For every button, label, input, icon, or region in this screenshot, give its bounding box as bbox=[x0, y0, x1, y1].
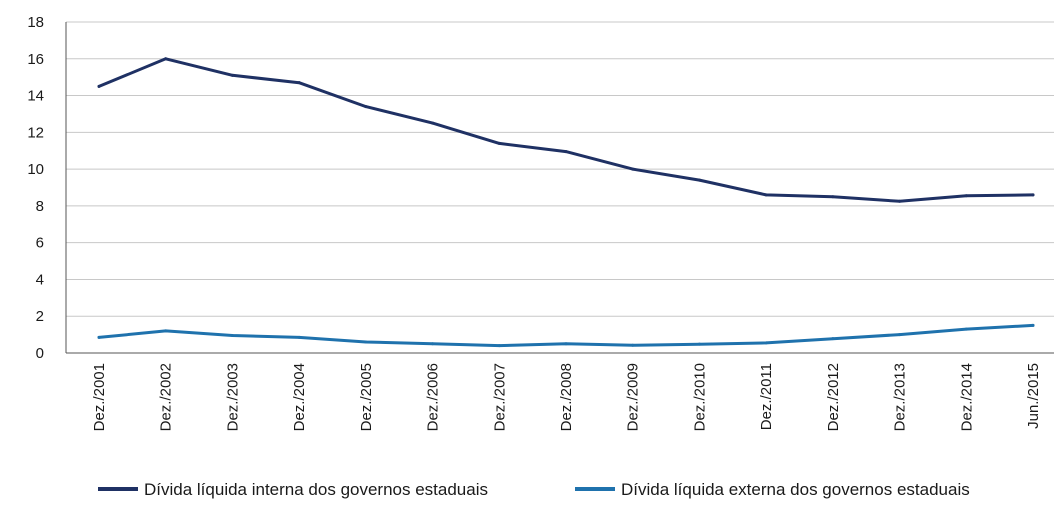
data-point bbox=[431, 121, 435, 125]
data-point bbox=[697, 342, 701, 346]
x-tick-label: Dez./2001 bbox=[91, 363, 108, 431]
data-point bbox=[564, 150, 568, 154]
data-point bbox=[497, 344, 501, 348]
data-point bbox=[164, 57, 168, 61]
gridlines bbox=[66, 21, 1054, 317]
data-point bbox=[164, 329, 168, 333]
x-tick-label: Dez./2014 bbox=[958, 363, 975, 431]
data-point bbox=[898, 199, 902, 203]
data-point bbox=[831, 337, 835, 341]
x-tick-label: Dez./2012 bbox=[825, 363, 842, 431]
data-point bbox=[97, 335, 101, 339]
y-tick-label: 18 bbox=[27, 14, 44, 31]
data-point bbox=[1031, 323, 1035, 327]
data-point bbox=[297, 81, 301, 85]
x-tick-label: Dez./2008 bbox=[558, 363, 575, 431]
y-tick-label: 0 bbox=[36, 345, 44, 362]
x-tick-label: Dez./2004 bbox=[291, 363, 308, 431]
x-tick-label: Dez./2006 bbox=[425, 363, 442, 431]
x-tick-label: Dez./2002 bbox=[158, 363, 175, 431]
data-point bbox=[631, 343, 635, 347]
data-point bbox=[631, 167, 635, 171]
x-tick-label: Dez./2005 bbox=[358, 363, 375, 431]
y-tick-label: 6 bbox=[36, 235, 44, 252]
x-tick-label: Dez./2013 bbox=[892, 363, 909, 431]
y-tick-label: 8 bbox=[36, 198, 44, 215]
legend: Dívida líquida interna dos governos esta… bbox=[98, 480, 970, 499]
y-tick-label: 10 bbox=[27, 161, 44, 178]
y-tick-label: 4 bbox=[36, 271, 44, 288]
series-line-1 bbox=[97, 57, 1035, 203]
y-tick-label: 14 bbox=[27, 88, 44, 105]
data-point bbox=[1031, 193, 1035, 197]
data-point bbox=[97, 84, 101, 88]
data-point bbox=[764, 341, 768, 345]
axes bbox=[65, 22, 1054, 354]
data-point bbox=[364, 105, 368, 109]
y-tick-label: 2 bbox=[36, 308, 44, 325]
data-point bbox=[230, 334, 234, 338]
data-point bbox=[898, 333, 902, 337]
data-point bbox=[364, 340, 368, 344]
y-tick-label: 12 bbox=[27, 124, 44, 141]
data-point bbox=[230, 73, 234, 77]
data-point bbox=[497, 141, 501, 145]
x-tick-label: Dez./2007 bbox=[491, 363, 508, 431]
data-point bbox=[764, 193, 768, 197]
x-tick-label: Dez./2010 bbox=[691, 363, 708, 431]
data-point bbox=[431, 342, 435, 346]
data-point bbox=[297, 335, 301, 339]
y-tick-label: 16 bbox=[27, 51, 44, 68]
x-tick-label: Dez./2011 bbox=[758, 363, 775, 430]
legend-label: Dívida líquida externa dos governos esta… bbox=[621, 480, 970, 499]
data-point bbox=[831, 195, 835, 199]
data-point bbox=[964, 327, 968, 331]
series-lines bbox=[97, 57, 1035, 348]
x-tick-label: Dez./2009 bbox=[625, 363, 642, 431]
x-axis-ticks: Dez./2001 Dez./2002 Dez./2003 Dez./2004 Dez.… bbox=[91, 363, 1042, 431]
data-point bbox=[564, 342, 568, 346]
x-tick-label: Jun./2015 bbox=[1025, 363, 1042, 429]
y-axis-ticks: 0 2 4 6 8 10 12 14 16 18 bbox=[27, 14, 44, 362]
x-tick-label: Dez./2003 bbox=[224, 363, 241, 431]
data-point bbox=[697, 178, 701, 182]
data-point bbox=[964, 194, 968, 198]
legend-label: Dívida líquida interna dos governos esta… bbox=[144, 480, 488, 499]
